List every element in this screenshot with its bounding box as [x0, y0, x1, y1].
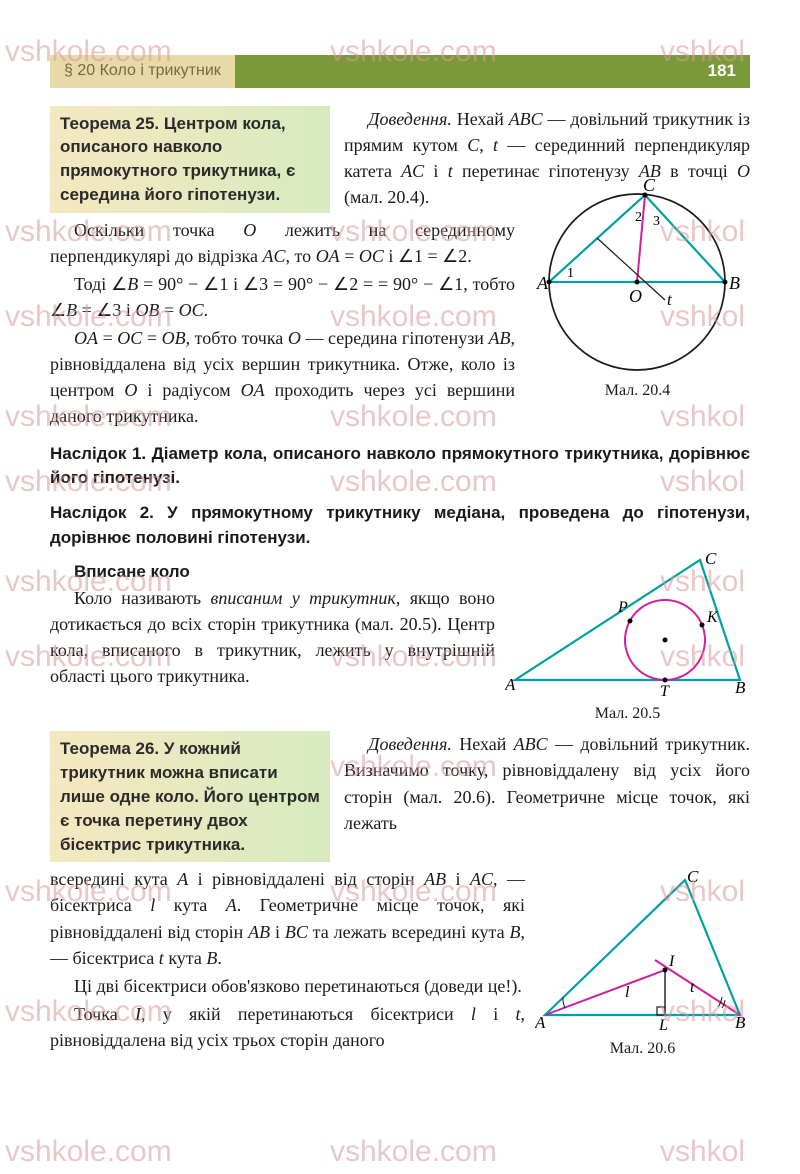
- figure-20-4: A B C O t 1 2 3 Мал. 20.4: [525, 177, 750, 402]
- figure-20-6: A B C I L l t Мал. 20.6: [535, 870, 750, 1060]
- theorem-25-title: Теорема 25. Центром кола, описаного навк…: [50, 106, 330, 213]
- svg-text:A: A: [535, 1013, 546, 1032]
- page-header: § 20 Коло і трикутник 181: [50, 55, 750, 88]
- theorem-26-title: Теорема 26. У кожний трикутник можна впи…: [50, 731, 330, 862]
- figure-20-6-caption: Мал. 20.6: [535, 1037, 750, 1060]
- svg-text:A: A: [505, 675, 516, 694]
- svg-text:B: B: [735, 1013, 746, 1032]
- svg-text:O: O: [629, 286, 642, 306]
- svg-text:l: l: [625, 984, 630, 1001]
- corollary-2: Наслідок 2. У прямокутному трикутнику ме…: [50, 501, 750, 550]
- svg-text:C: C: [705, 550, 717, 568]
- svg-text:I: I: [668, 953, 675, 970]
- figure-20-4-caption: Мал. 20.4: [525, 379, 750, 402]
- section-label: § 20 Коло і трикутник: [50, 55, 235, 88]
- header-fill: [235, 55, 694, 88]
- svg-text:t: t: [667, 290, 673, 309]
- svg-text:B: B: [729, 273, 740, 293]
- watermark-text: vshkol: [660, 1130, 745, 1174]
- figure-20-5: A B C P K T Мал. 20.5: [505, 550, 750, 725]
- corollary-1: Наслідок 1. Діаметр кола, описаного навк…: [50, 442, 750, 491]
- svg-text:t: t: [690, 979, 695, 996]
- svg-text:1: 1: [567, 266, 574, 281]
- theorem-26-region: Теорема 26. У кожний трикутник можна впи…: [50, 731, 750, 835]
- svg-text:C: C: [687, 870, 699, 886]
- svg-text:2: 2: [635, 210, 642, 225]
- svg-text:L: L: [658, 1017, 668, 1034]
- svg-text:3: 3: [653, 214, 660, 229]
- svg-text:K: K: [706, 609, 719, 626]
- watermark-text: vshkole.com: [5, 1130, 172, 1174]
- watermark-text: vshkole.com: [330, 1130, 497, 1174]
- svg-text:B: B: [735, 678, 746, 697]
- page-number: 181: [694, 55, 750, 88]
- figure-20-5-caption: Мал. 20.5: [505, 702, 750, 725]
- svg-text:T: T: [660, 683, 670, 700]
- svg-text:P: P: [617, 599, 628, 616]
